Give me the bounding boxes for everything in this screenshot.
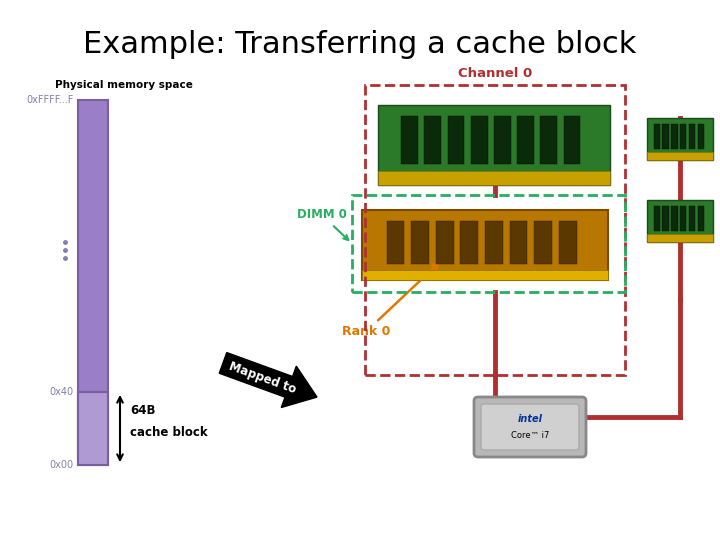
FancyBboxPatch shape [481, 404, 579, 450]
Bar [424, 116, 441, 164]
Text: 0x00: 0x00 [50, 460, 74, 470]
Text: 64B: 64B [130, 403, 156, 416]
Bar [534, 220, 552, 264]
Polygon shape [220, 353, 317, 408]
Bar [680, 206, 686, 231]
Bar [680, 124, 686, 149]
Bar [647, 118, 713, 160]
Text: intel: intel [518, 414, 542, 424]
Bar [689, 206, 695, 231]
Bar [654, 206, 660, 231]
Bar [448, 116, 464, 164]
Bar [460, 220, 478, 264]
Text: Core™ i7: Core™ i7 [510, 430, 549, 440]
Text: DIMM 0: DIMM 0 [297, 208, 348, 240]
Bar [654, 124, 660, 149]
Text: Physical memory space: Physical memory space [55, 80, 193, 90]
Bar [662, 206, 669, 231]
Bar [436, 220, 454, 264]
Text: 0xFFFF...F: 0xFFFF...F [27, 95, 74, 105]
Bar [698, 206, 704, 231]
Text: Mapped to: Mapped to [227, 360, 297, 396]
Bar [510, 220, 527, 264]
Text: Example: Transferring a cache block: Example: Transferring a cache block [84, 30, 636, 59]
Bar [78, 100, 108, 465]
Text: Rank 0: Rank 0 [342, 264, 438, 338]
Bar [662, 124, 669, 149]
Bar [541, 116, 557, 164]
Bar [78, 392, 108, 465]
Text: Channel 0: Channel 0 [458, 67, 532, 80]
Bar [362, 269, 608, 280]
Bar [485, 220, 503, 264]
Bar [564, 116, 580, 164]
Bar [401, 116, 418, 164]
Bar [689, 124, 695, 149]
Bar [671, 124, 678, 149]
FancyBboxPatch shape [474, 397, 586, 457]
Bar [647, 234, 713, 242]
Bar [559, 220, 577, 264]
Bar [362, 210, 608, 280]
Text: 0x40: 0x40 [50, 387, 74, 397]
Bar [378, 171, 610, 185]
Bar [671, 206, 678, 231]
Bar [647, 200, 713, 242]
Bar [471, 116, 487, 164]
Text: cache block: cache block [130, 426, 207, 438]
Bar [378, 105, 610, 185]
Bar [517, 116, 534, 164]
Bar [647, 152, 713, 160]
Bar [698, 124, 704, 149]
Bar [387, 220, 405, 264]
Bar [494, 116, 510, 164]
Bar [411, 220, 429, 264]
